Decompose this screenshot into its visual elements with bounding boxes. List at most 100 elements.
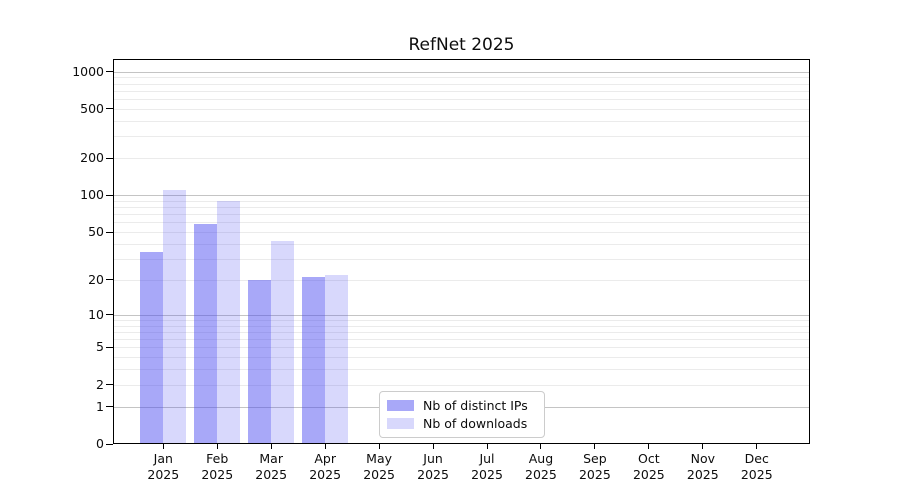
x-tick-mark	[270, 444, 272, 449]
x-tick-year: 2025	[417, 466, 449, 482]
x-tick-month: Jul	[479, 451, 495, 466]
y-tick-mark	[106, 71, 113, 73]
x-tick-mark	[432, 444, 434, 449]
y-tick-mark	[106, 384, 113, 386]
x-tick-month: Jan	[153, 451, 173, 466]
y-tick-mark	[106, 346, 113, 348]
minor-gridline	[113, 325, 810, 327]
minor-gridline	[113, 77, 810, 79]
chart-title: RefNet 2025	[408, 35, 515, 55]
y-tick-label: 0	[96, 436, 104, 451]
x-tick-mark	[648, 444, 650, 449]
x-tick-year: 2025	[147, 466, 180, 482]
x-tick-mark	[756, 444, 758, 449]
x-tick-mark	[594, 444, 596, 449]
y-tick-mark	[106, 314, 113, 316]
x-tick-year: 2025	[632, 466, 665, 482]
x-tick-label-jun: Jun 2025	[406, 451, 460, 482]
x-tick-label-mar: Mar 2025	[244, 451, 298, 482]
x-tick-label-sep: Sep 2025	[568, 451, 622, 482]
x-tick-month: Feb	[206, 451, 229, 466]
legend-label-downloads: Nb of downloads	[423, 416, 528, 432]
bar-jan-downloads	[163, 190, 187, 444]
legend-item-downloads: Nb of downloads	[387, 416, 537, 431]
x-tick-label-feb: Feb 2025	[190, 451, 244, 482]
x-tick-mark	[324, 444, 326, 449]
x-tick-label-jan: Jan 2025	[136, 451, 190, 482]
x-tick-year: 2025	[686, 466, 719, 482]
minor-gridline	[113, 347, 810, 349]
x-tick-year: 2025	[201, 466, 234, 482]
x-tick-mark	[540, 444, 542, 449]
y-tick-mark	[106, 406, 113, 408]
x-tick-label-apr: Apr 2025	[298, 451, 352, 482]
major-gridline	[113, 195, 810, 197]
bar-feb-downloads	[217, 200, 241, 444]
major-gridline	[113, 71, 810, 73]
x-tick-mark	[216, 444, 218, 449]
minor-gridline	[113, 232, 810, 234]
x-tick-year: 2025	[740, 466, 773, 482]
minor-gridline	[113, 258, 810, 260]
bar-feb-ips	[194, 224, 218, 444]
minor-gridline	[113, 339, 810, 341]
x-tick-label-aug: Aug 2025	[514, 451, 568, 482]
y-tick-label: 20	[88, 271, 104, 287]
y-tick-label: 5	[96, 339, 104, 355]
x-tick-month: Apr	[314, 451, 336, 466]
x-tick-mark	[702, 444, 704, 449]
legend-label-distinct-ips: Nb of distinct IPs	[423, 397, 528, 413]
bar-apr-ips	[302, 277, 326, 444]
y-tick-label: 200	[80, 150, 104, 166]
x-tick-month: Dec	[744, 451, 769, 466]
x-tick-year: 2025	[578, 466, 611, 482]
legend-item-distinct-ips: Nb of distinct IPs	[387, 398, 537, 413]
bar-apr-downloads	[325, 275, 349, 444]
y-tick-label: 10	[88, 306, 104, 322]
y-tick-label: 1000	[72, 63, 104, 79]
x-tick-month: May	[366, 451, 393, 466]
y-tick-mark	[106, 231, 113, 233]
minor-gridline	[113, 243, 810, 245]
legend-swatch-downloads	[387, 418, 414, 430]
minor-gridline	[113, 200, 810, 202]
y-tick-mark	[106, 194, 113, 196]
x-tick-label-nov: Nov 2025	[676, 451, 730, 482]
y-tick-mark	[106, 108, 113, 110]
y-tick-label: 500	[80, 100, 104, 116]
x-tick-year: 2025	[471, 466, 503, 482]
y-tick-mark	[106, 157, 113, 159]
minor-gridline	[113, 222, 810, 224]
y-tick-mark	[106, 443, 113, 445]
y-tick-label: 2	[96, 376, 104, 392]
minor-gridline	[113, 369, 810, 371]
minor-gridline	[113, 207, 810, 209]
bar-mar-ips	[248, 279, 272, 444]
minor-gridline	[113, 279, 810, 281]
minor-gridline	[113, 357, 810, 359]
x-tick-year: 2025	[309, 466, 342, 482]
x-tick-month: Jun	[423, 451, 443, 466]
minor-gridline	[113, 83, 810, 85]
y-tick-mark	[106, 279, 113, 281]
minor-gridline	[113, 384, 810, 386]
x-tick-month: Mar	[259, 451, 283, 466]
x-tick-month: Sep	[583, 451, 607, 466]
x-tick-label-oct: Oct 2025	[622, 451, 676, 482]
minor-gridline	[113, 90, 810, 92]
x-tick-mark	[486, 444, 488, 449]
y-tick-label: 100	[80, 187, 104, 203]
minor-gridline	[113, 331, 810, 333]
legend: Nb of distinct IPs Nb of downloads	[379, 391, 545, 438]
plot-area	[113, 59, 810, 444]
minor-gridline	[113, 214, 810, 216]
x-tick-year: 2025	[255, 466, 288, 482]
x-tick-label-dec: Dec 2025	[730, 451, 784, 482]
x-tick-month: Nov	[690, 451, 715, 466]
y-tick-label: 50	[88, 224, 104, 240]
minor-gridline	[113, 99, 810, 101]
legend-swatch-distinct-ips	[387, 399, 414, 411]
minor-gridline	[113, 319, 810, 321]
bar-mar-downloads	[271, 241, 295, 444]
